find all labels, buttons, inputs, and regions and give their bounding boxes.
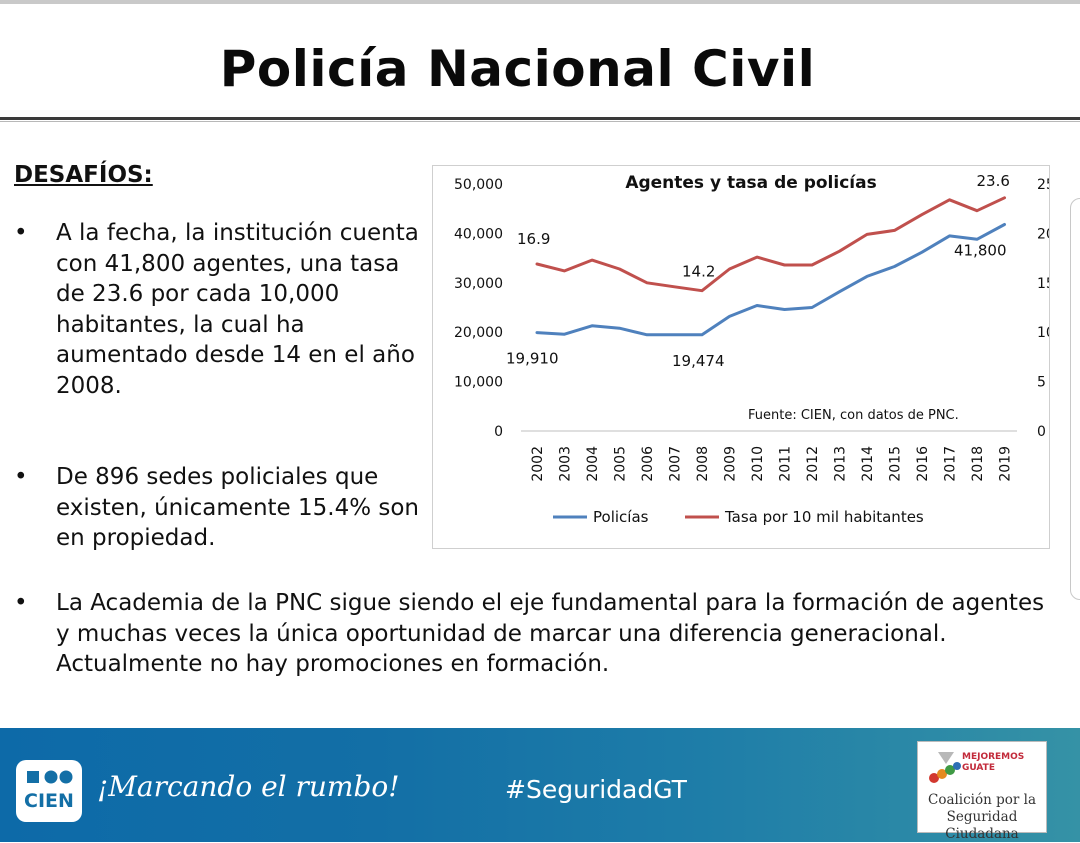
bullet-item: • De 896 sedes policiales que existen, ú… (14, 462, 426, 554)
slide-title: Policía Nacional Civil (219, 40, 816, 98)
top-strip (0, 0, 1080, 4)
cien-logo: CIEN (16, 760, 82, 822)
data-label: 16.9 (517, 230, 550, 248)
legend-label-tasa: Tasa por 10 mil habitantes (724, 508, 924, 526)
partner-brand-line2: GUATE (962, 763, 995, 773)
data-label: 19,910 (506, 350, 559, 368)
line-chart: Agentes y tasa de policías 0 10,000 20,000 3… (454, 172, 1055, 526)
x-tick-label: 2015 (888, 446, 904, 482)
x-tick-label: 2008 (695, 446, 711, 482)
x-tick-label: 2018 (970, 446, 986, 482)
x-tick-label: 2005 (613, 446, 629, 482)
footer-band (0, 728, 1080, 842)
series-line-tasa (535, 196, 1006, 293)
cien-logo-text: CIEN (24, 790, 74, 812)
y-right-tick-label: 10 (1037, 325, 1049, 341)
bullet-marker: • (14, 464, 28, 490)
legend-label-policias: Policías (593, 508, 649, 526)
bullet-text: La Academia de la PNC sigue siendo el ej… (56, 590, 1045, 677)
x-tick-label: 2004 (585, 446, 601, 482)
x-tick-label: 2011 (778, 446, 794, 482)
partner-line2: Seguridad Ciudadana (945, 809, 1019, 842)
bullet-text: De 896 sedes policiales que existen, úni… (56, 464, 420, 551)
x-tick-label: 2007 (668, 446, 684, 482)
bullet-marker: • (14, 220, 28, 246)
y-right-tick-label: 5 (1037, 375, 1046, 391)
x-tick-label: 2017 (943, 446, 959, 482)
partner-logo: MEJOREMOS GUATE Coalición por la Segurid… (917, 741, 1047, 842)
x-tick-label: 2019 (998, 446, 1014, 482)
y-right-tick-label: 25 (1037, 177, 1049, 193)
x-tick-label: 2013 (833, 446, 849, 482)
data-label: 19,474 (672, 352, 725, 370)
title-divider (0, 117, 1080, 120)
x-tick-label: 2003 (558, 446, 574, 482)
x-tick-label: 2006 (640, 446, 656, 482)
y-left-tick-label: 30,000 (454, 276, 503, 292)
next-slide-card (1070, 198, 1080, 600)
chart-container: Agentes y tasa de policías 0 10,000 20,000 3… (432, 165, 1055, 549)
partner-name: Coalición por la Seguridad Ciudadana (918, 792, 1046, 843)
section-heading: DESAFÍOS: (14, 162, 153, 188)
footer-hashtag: #SeguridadGT (505, 775, 687, 804)
mejoremos-guate-icon (929, 752, 961, 783)
chart-title: Agentes y tasa de policías (625, 173, 876, 193)
data-label: 14.2 (682, 263, 715, 281)
x-tick-label: 2012 (805, 446, 821, 482)
bullet-item: • La Academia de la PNC sigue siendo el … (14, 588, 1046, 680)
cien-logo-mark: CIEN (24, 770, 74, 812)
y-left-tick-label: 20,000 (454, 325, 503, 341)
y-left-tick-label: 50,000 (454, 177, 503, 193)
partner-line1: Coalición por la (927, 792, 1036, 808)
series-line-policias (535, 223, 1006, 337)
y-left-tick-label: 0 (494, 424, 503, 440)
y-right-tick-label: 20 (1037, 226, 1049, 242)
footer-slogan: ¡Marcando el rumbo! (97, 770, 400, 803)
bullet-item: • A la fecha, la institución cuenta con … (14, 218, 426, 401)
x-tick-label: 2016 (915, 446, 931, 482)
bullet-marker: • (14, 590, 28, 616)
chart-source-note: Fuente: CIEN, con datos de PNC. (748, 408, 959, 423)
data-label: 41,800 (954, 242, 1007, 260)
title-divider-shadow (0, 121, 1080, 122)
y-left-tick-label: 40,000 (454, 226, 503, 242)
x-tick-label: 2002 (530, 446, 546, 482)
partner-brand: MEJOREMOS GUATE (962, 752, 1024, 774)
data-label: 23.6 (977, 172, 1010, 190)
x-tick-label: 2010 (750, 446, 766, 482)
x-tick-label: 2014 (860, 446, 876, 482)
partner-brand-line1: MEJOREMOS (962, 752, 1025, 762)
y-right-tick-label: 15 (1037, 276, 1049, 292)
bullet-text: A la fecha, la institución cuenta con 41… (56, 220, 419, 399)
y-left-tick-label: 10,000 (454, 375, 503, 391)
x-tick-label: 2009 (723, 446, 739, 482)
y-right-tick-label: 0 (1037, 424, 1046, 440)
